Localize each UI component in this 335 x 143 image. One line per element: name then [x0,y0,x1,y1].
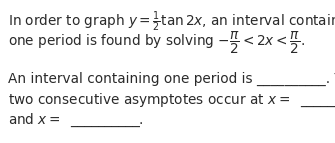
Text: two consecutive asymptotes occur at $x =\;$ __________: two consecutive asymptotes occur at $x =… [8,92,335,109]
Text: In order to graph $y = \frac{1}{2}\tan 2x$, an interval containing: In order to graph $y = \frac{1}{2}\tan 2… [8,10,335,34]
Text: An interval containing one period is __________. Thus,: An interval containing one period is ___… [8,72,335,86]
Text: one period is found by solving $-\dfrac{\pi}{2} < 2x < \dfrac{\pi}{2}$.: one period is found by solving $-\dfrac{… [8,30,305,56]
Text: and $x =\;$ __________.: and $x =\;$ __________. [8,112,144,129]
